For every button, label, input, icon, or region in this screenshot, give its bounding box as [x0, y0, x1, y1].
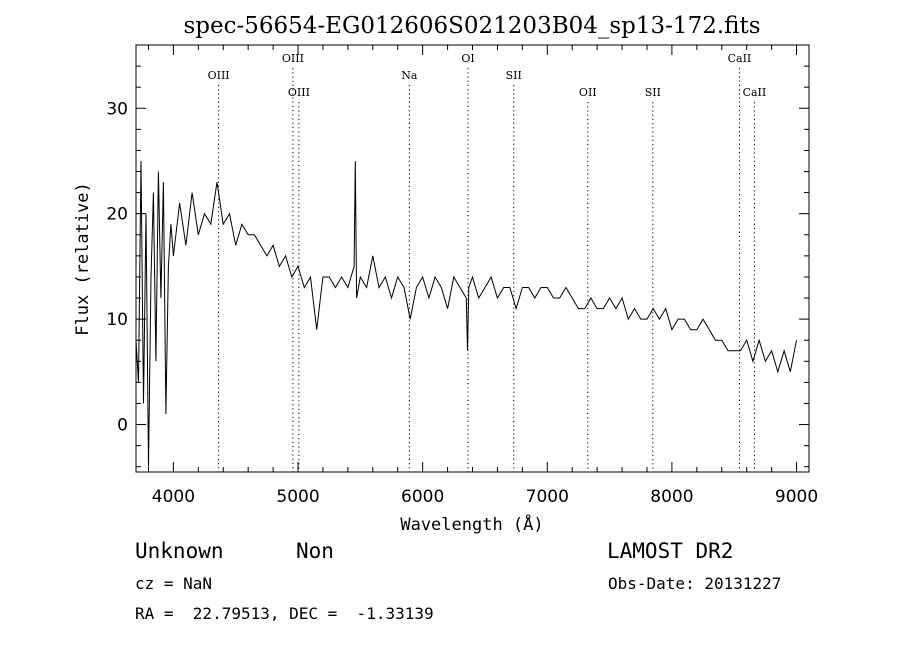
- line-marker-label: OIII: [288, 86, 310, 99]
- x-tick-label: 7000: [526, 487, 569, 507]
- line-marker-label: SII: [645, 86, 661, 99]
- line-marker-label: CaII: [743, 86, 767, 99]
- y-axis-label: Flux (relative): [73, 182, 93, 336]
- x-tick-label: 5000: [276, 487, 319, 507]
- y-tick-label: 20: [106, 205, 128, 225]
- y-tick-label: 10: [106, 310, 128, 330]
- object-subclass: Non: [296, 539, 334, 563]
- x-tick-label: 9000: [775, 487, 818, 507]
- line-marker-label: OIII: [282, 52, 304, 65]
- y-tick-label: 30: [106, 99, 128, 119]
- line-marker-label: OI: [461, 52, 474, 65]
- y-tick-label: 0: [117, 416, 128, 436]
- ra-dec-coordinates: RA = 22.79513, DEC = -1.33139: [135, 604, 434, 623]
- survey-name: LAMOST DR2: [607, 539, 734, 563]
- line-marker-label: OIII: [208, 69, 230, 82]
- line-marker-label: OII: [579, 86, 597, 99]
- redshift-cz: cz = NaN: [135, 574, 213, 593]
- plot-frame: [135, 44, 810, 473]
- x-tick-label: 4000: [152, 487, 195, 507]
- chart-title: spec-56654-EG012606S021203B04_sp13-172.f…: [183, 13, 760, 39]
- spectrum-series-line: [135, 160, 797, 467]
- x-tick-label: 8000: [650, 487, 693, 507]
- spectral-line-markers: OIII OIII OIII Na OI SII OII SII CaII CaII: [208, 52, 767, 472]
- object-class: Unknown: [135, 539, 224, 563]
- line-marker-label: CaII: [728, 52, 752, 65]
- plot-axes: 4000 5000 6000 7000 8000 9000 0 10 20 30: [106, 44, 818, 507]
- line-marker-label: SII: [506, 69, 522, 82]
- observation-date: Obs-Date: 20131227: [608, 574, 782, 593]
- x-tick-label: 6000: [401, 487, 444, 507]
- x-axis-label: Wavelength (Å): [400, 513, 543, 535]
- line-marker-label: Na: [401, 69, 418, 82]
- spectrum-chart: spec-56654-EG012606S021203B04_sp13-172.f…: [73, 13, 818, 535]
